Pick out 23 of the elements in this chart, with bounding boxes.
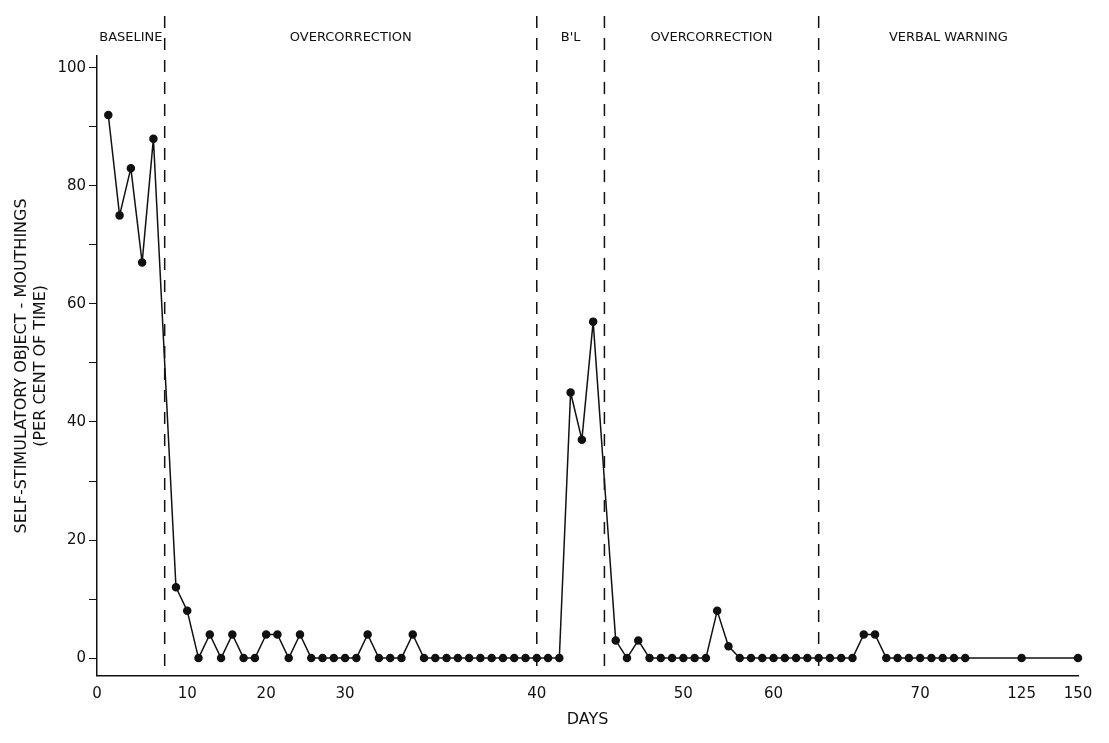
x-tick-label: 0: [92, 683, 102, 702]
text: OVERCORRECTION: [650, 29, 773, 45]
text: VERBAL WARNING: [888, 29, 1008, 45]
y-tick-label: 100: [57, 57, 87, 76]
y-tick-label: 40: [66, 411, 87, 430]
x-tick-label: 20: [256, 683, 276, 702]
text: B'L: [560, 29, 582, 45]
x-tick-label: 50: [673, 683, 693, 702]
text: BASELINE: [99, 29, 163, 45]
y-tick-label: 20: [66, 529, 87, 548]
x-tick-label: 60: [764, 683, 784, 702]
x-tick-label: 150: [1063, 683, 1093, 702]
y-tick-label: 0: [76, 647, 87, 666]
x-tick-label: 30: [335, 683, 355, 702]
y-tick-label: 60: [66, 293, 87, 312]
x-tick-label: 40: [527, 683, 547, 702]
x-tick-label: 125: [1007, 683, 1036, 702]
x-axis-title: DAYS: [566, 708, 609, 728]
x-tick-label: 10: [177, 683, 197, 702]
y-tick-label: 80: [66, 175, 87, 194]
text: OVERCORRECTION: [289, 29, 412, 45]
y-axis-title: SELF-STIMULATORY OBJECT - MOUTHINGS (PER CENT OF TIME): [10, 198, 49, 534]
x-tick-label: 70: [910, 683, 930, 702]
